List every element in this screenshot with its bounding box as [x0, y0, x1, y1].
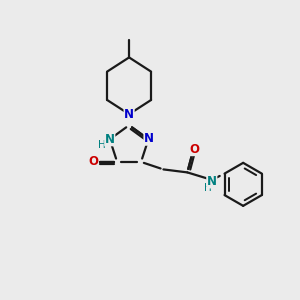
Text: N: N — [105, 133, 115, 146]
Text: H: H — [98, 140, 105, 150]
Text: N: N — [144, 132, 154, 145]
Text: H: H — [204, 183, 212, 193]
Text: N: N — [207, 175, 217, 188]
Text: O: O — [88, 155, 98, 168]
Text: N: N — [124, 108, 134, 121]
Text: O: O — [190, 142, 200, 156]
